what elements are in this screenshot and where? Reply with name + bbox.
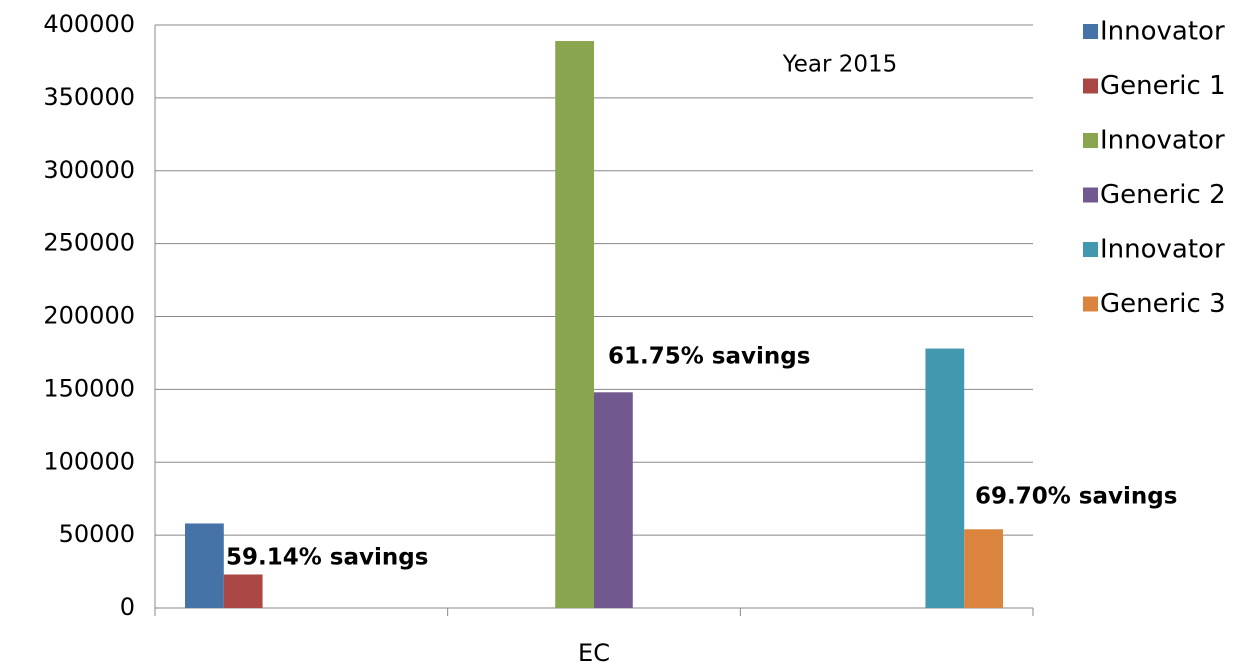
annotation: 61.75% savings (608, 344, 810, 370)
legend-swatch (1083, 187, 1098, 203)
bar (555, 41, 594, 609)
y-tick-label: 200000 (43, 302, 135, 330)
legend-swatch (1083, 133, 1098, 148)
y-tick-label: 250000 (43, 229, 135, 257)
legend-label: Generic 1 (1100, 71, 1226, 101)
annotation: Year 2015 (782, 52, 898, 78)
legend-label: Innovator (1100, 235, 1225, 265)
y-tick-label: 0 (120, 593, 135, 621)
legend-label: Generic 2 (1100, 180, 1226, 210)
legend-swatch (1083, 78, 1098, 94)
y-tick-label: 150000 (43, 374, 135, 402)
annotation: 69.70% savings (975, 484, 1177, 510)
y-tick-label: 50000 (59, 520, 135, 548)
legend-label: Generic 3 (1100, 289, 1226, 319)
legend-swatch (1083, 296, 1098, 312)
legend-swatch (1083, 24, 1098, 39)
bar (185, 523, 224, 608)
bar (964, 529, 1003, 608)
legend-swatch (1083, 242, 1098, 257)
y-tick-label: 100000 (43, 447, 135, 475)
annotation: 59.14% savings (226, 545, 428, 571)
x-tick-label: EC (578, 639, 610, 667)
y-tick-label: 350000 (43, 83, 135, 111)
y-tick-label: 300000 (43, 156, 135, 184)
legend-label: Innovator (1100, 17, 1225, 47)
y-tick-label: 400000 (43, 10, 135, 38)
legend-label: Innovator (1100, 126, 1225, 156)
bar (925, 348, 965, 608)
bar (594, 392, 633, 608)
bar (223, 574, 263, 608)
